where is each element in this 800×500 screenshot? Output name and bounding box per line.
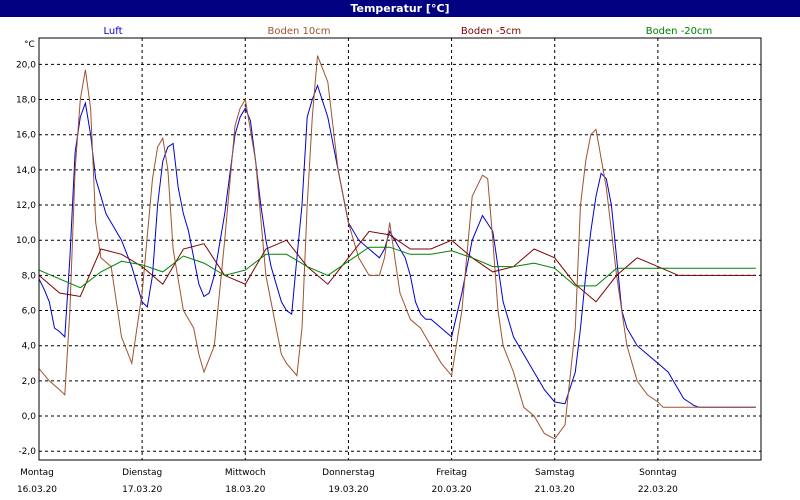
series-line <box>38 83 756 408</box>
x-day-label: Mittwoch <box>225 468 266 478</box>
legend-item: Luft <box>104 26 123 37</box>
y-tick-label: -2,0 <box>18 447 36 457</box>
x-day-label: Sonntag <box>639 468 676 478</box>
x-date-label: 19.03.20 <box>328 485 368 495</box>
series-line <box>38 55 756 440</box>
x-day-label: Montag <box>20 468 54 478</box>
x-day-label: Freitag <box>436 468 467 478</box>
x-date-label: 20.03.20 <box>432 485 472 495</box>
legend-item: Boden -5cm <box>461 26 521 37</box>
y-tick-label: 14,0 <box>16 166 36 176</box>
chart-title: Temperatur [°C] <box>0 0 800 17</box>
y-axis-ticks: 20,0 18,0 16,0 14,0 12,0 10,0 8,0 6,0 4,0 2,0 0,0 -… <box>16 60 36 457</box>
y-tick-label: 18,0 <box>16 96 36 106</box>
x-day-label: Samstag <box>535 468 574 478</box>
x-date-label: 22.03.20 <box>638 485 678 495</box>
y-tick-label: 0,0 <box>22 412 37 422</box>
plot-frame <box>38 37 762 461</box>
y-tick-label: 4,0 <box>22 342 37 352</box>
y-tick-label: 10,0 <box>16 236 36 246</box>
legend-item: Boden 10cm <box>268 26 331 37</box>
y-tick-label: 16,0 <box>16 131 36 141</box>
x-axis-labels: Montag 16.03.20 Dienstag 17.03.20 Mittwoch 18… <box>17 468 678 495</box>
series-lines <box>38 55 756 440</box>
legend-item: Boden -20cm <box>646 26 713 37</box>
x-date-label: 17.03.20 <box>122 485 162 495</box>
x-date-label: 18.03.20 <box>225 485 265 495</box>
y-tick-label: 6,0 <box>22 307 37 317</box>
y-tick-label: 12,0 <box>16 201 36 211</box>
series-line <box>38 230 756 303</box>
y-tick-label: 2,0 <box>22 377 37 387</box>
legend: Luft Boden 10cm Boden -5cm Boden -20cm <box>104 26 713 37</box>
gridlines <box>39 38 761 460</box>
x-date-label: 16.03.20 <box>17 485 57 495</box>
x-day-label: Dienstag <box>122 468 162 478</box>
y-tick-label: 20,0 <box>16 60 36 70</box>
series-line <box>38 246 756 289</box>
x-day-label: Donnerstag <box>322 468 375 478</box>
y-tick-label: 8,0 <box>22 271 37 281</box>
y-axis-unit: °C <box>24 40 35 50</box>
x-date-label: 21.03.20 <box>535 485 575 495</box>
